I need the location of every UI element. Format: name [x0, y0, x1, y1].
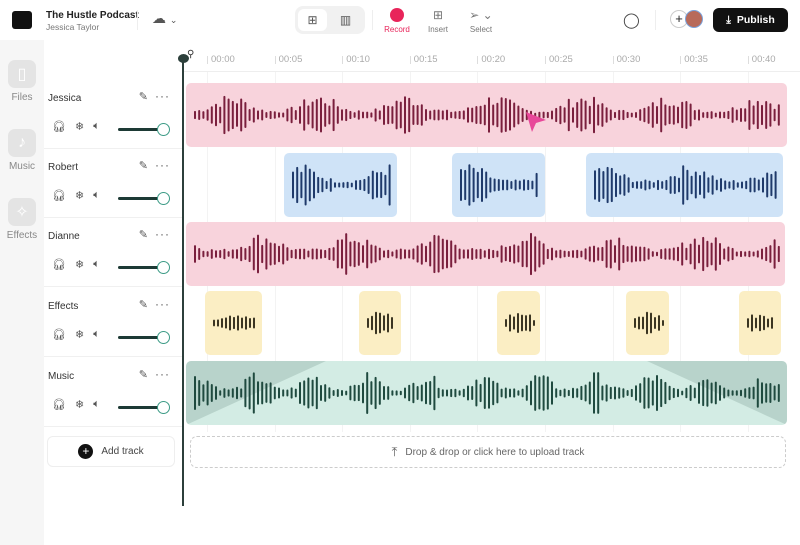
audio-clip[interactable] [186, 361, 787, 425]
record-button[interactable]: Record [377, 8, 417, 34]
more-icon[interactable]: ··· [155, 89, 170, 103]
playhead-handle[interactable] [178, 54, 189, 63]
cloud-sync-icon[interactable]: ☁ ⌄ [152, 10, 178, 26]
track-name: Dianne [48, 231, 80, 242]
freeze-icon[interactable]: ❄ [74, 329, 85, 341]
audio-clip[interactable] [186, 222, 785, 286]
ruler-tick: 00:00 [207, 54, 235, 65]
volume-knob[interactable] [157, 401, 170, 414]
view-toggle: ⊞ ▥ [295, 6, 365, 34]
headphones-icon[interactable]: 🎧︎ [52, 190, 66, 202]
volume-slider[interactable] [118, 401, 170, 414]
track-header: Dianne ✎ ··· 🎧︎ ❄ 🔈︎ [44, 218, 182, 287]
ruler-tick: 00:20 [477, 54, 506, 65]
avatar[interactable] [685, 10, 703, 28]
plus-icon: + [78, 444, 94, 459]
volume-slider[interactable] [118, 192, 170, 205]
volume-knob[interactable] [157, 331, 170, 344]
volume-slider[interactable] [118, 123, 170, 136]
add-track-button[interactable]: + Add track [47, 436, 175, 467]
audio-clip[interactable] [586, 153, 783, 217]
audio-clip[interactable] [205, 291, 262, 355]
audio-clip[interactable] [452, 153, 545, 217]
magic-wand-icon[interactable]: ✎ [138, 91, 148, 103]
insert-button[interactable]: ⊞ Insert [418, 8, 458, 34]
layout-view-button[interactable]: ⊞ [298, 9, 327, 31]
rail-files[interactable]: ▯ Files [0, 60, 44, 103]
track-name: Jessica [48, 93, 82, 104]
speaker-icon[interactable]: 🔈︎ [93, 398, 100, 410]
volume-slider[interactable] [118, 331, 170, 344]
ruler-tick: 00:05 [274, 54, 303, 65]
freeze-icon[interactable]: ❄ [74, 190, 85, 202]
insert-icon: ⊞ [432, 8, 444, 22]
select-button[interactable]: ➢ ⌄ Select [461, 8, 501, 34]
freeze-icon[interactable]: ❄ [74, 399, 85, 411]
more-icon[interactable]: ··· [155, 367, 170, 381]
more-icon[interactable]: ··· [155, 158, 170, 172]
headphones-icon[interactable]: 🎧︎ [52, 121, 66, 133]
speaker-icon[interactable]: 🔈︎ [93, 258, 100, 270]
audio-clip[interactable] [186, 83, 787, 147]
cursor-icon: ➢ ⌄ [469, 8, 493, 22]
record-icon [390, 8, 404, 22]
audio-clip[interactable] [739, 291, 781, 355]
ruler-tick: 00:25 [545, 54, 573, 65]
user-name: Jessica Taylor [46, 22, 100, 32]
magic-wand-icon[interactable]: ✎ [138, 160, 148, 172]
volume-knob[interactable] [157, 261, 170, 274]
volume-slider[interactable] [118, 261, 170, 274]
marker-icon[interactable]: ⚲ [187, 49, 195, 60]
freeze-icon[interactable]: ❄ [74, 259, 85, 271]
headphones-icon[interactable]: 🎧︎ [52, 329, 66, 341]
podcast-title: The Hustle Podcast [46, 10, 139, 21]
upload-drop-zone[interactable]: ⤒ Drop & drop or click here to upload tra… [190, 436, 786, 468]
ruler-tick: 00:10 [342, 54, 370, 65]
ruler-tick: 00:35 [680, 54, 708, 65]
download-icon: ⤓ [726, 13, 731, 26]
speaker-icon[interactable]: 🔈︎ [93, 328, 100, 340]
more-icon[interactable]: ··· [155, 227, 170, 241]
track-header: Jessica ✎ ··· 🎧︎ ❄ 🔈︎ [44, 80, 182, 149]
ruler-tick: 00:30 [612, 54, 641, 65]
freeze-icon[interactable]: ❄ [74, 121, 85, 133]
audio-clip[interactable] [497, 291, 540, 355]
track-header: Music ✎ ··· 🎧︎ ❄ 🔈︎ [44, 358, 182, 427]
comment-icon[interactable]: ◯ [623, 12, 640, 29]
audio-clip[interactable] [284, 153, 397, 217]
top-bar: The Hustle Podcast Jessica Taylor ☁ ⌄ ⊞ … [0, 0, 800, 40]
headphones-icon[interactable]: 🎧︎ [52, 259, 66, 271]
magic-wand-icon[interactable]: ✎ [138, 369, 148, 381]
track-name: Robert [48, 162, 79, 173]
magic-wand-icon[interactable]: ✎ [138, 299, 148, 311]
audio-clip[interactable] [359, 291, 401, 355]
timeline-ruler[interactable]: 00:00 00:05 00:10 00:15 00:20 00:25 00:30 00:35… [183, 44, 800, 72]
upload-icon: ⤒ [391, 444, 398, 459]
track-name: Music [48, 371, 75, 382]
rail-music[interactable]: ♪ Music [0, 129, 44, 172]
music-note-icon: ♪ [8, 129, 36, 157]
file-icon: ▯ [8, 60, 36, 88]
cursor-pointer-icon [526, 112, 546, 132]
audio-clip[interactable] [626, 291, 669, 355]
publish-button[interactable]: ⤓ Publish [713, 8, 788, 32]
track-header: Effects ✎ ··· 🎧︎ ❄ 🔈︎ [44, 288, 182, 357]
magic-wand-icon[interactable]: ✎ [138, 229, 148, 241]
waveform-view-button[interactable]: ▥ [339, 13, 352, 27]
volume-knob[interactable] [157, 192, 170, 205]
app-logo [12, 11, 32, 29]
track-name: Effects [48, 301, 79, 312]
track-header: Robert ✎ ··· 🎧︎ ❄ 🔈︎ [44, 149, 182, 218]
volume-knob[interactable] [157, 123, 170, 136]
ruler-tick: 00:15 [409, 54, 438, 65]
left-rail: ▯ Files ♪ Music ✧ Effects [0, 40, 44, 545]
rail-effects[interactable]: ✧ Effects [0, 198, 44, 241]
playhead[interactable] [182, 58, 184, 506]
ruler-tick: 00:40 [747, 54, 776, 65]
speaker-icon[interactable]: 🔈︎ [93, 189, 100, 201]
more-icon[interactable]: ··· [155, 297, 170, 311]
speaker-icon[interactable]: 🔈︎ [93, 120, 100, 132]
magic-wand-icon: ✧ [8, 198, 36, 226]
headphones-icon[interactable]: 🎧︎ [52, 399, 66, 411]
